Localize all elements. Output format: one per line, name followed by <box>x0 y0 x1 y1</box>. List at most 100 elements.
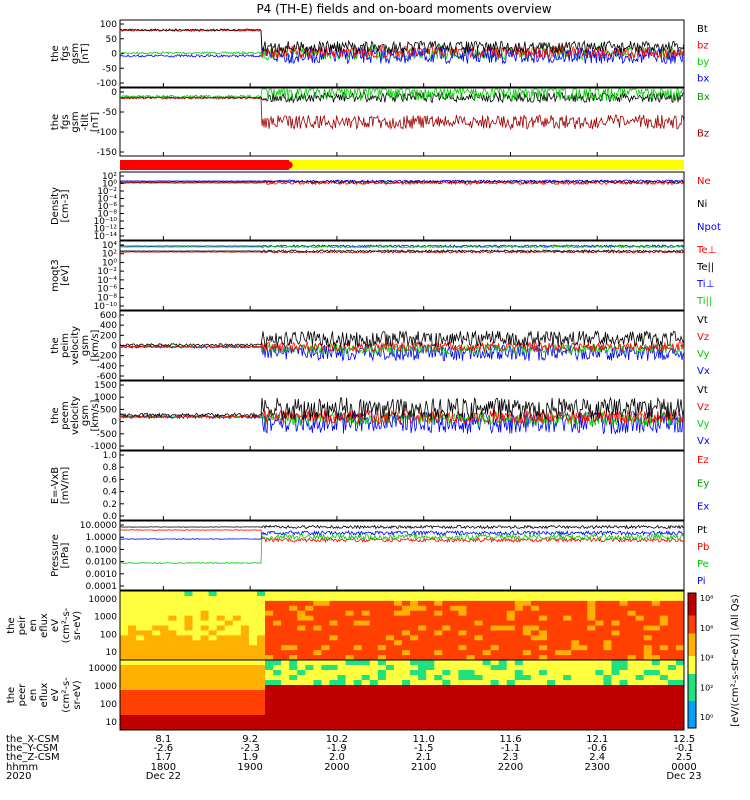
peer_spec-cell <box>321 690 330 696</box>
peir_spec-cell <box>522 595 532 602</box>
peir_spec-cell <box>474 610 484 617</box>
peer_spec-cell <box>522 690 532 696</box>
peir_spec-cell <box>329 625 339 631</box>
peir_spec-cell <box>224 645 234 651</box>
peer_spec-cell <box>643 700 653 706</box>
peer_spec-cell <box>184 685 194 691</box>
peir_spec-cell <box>337 595 347 602</box>
peer_spec-cell <box>402 675 411 681</box>
peer_spec-cell <box>538 690 548 696</box>
peer_spec-cell <box>522 705 532 711</box>
peer_spec-cell <box>224 695 234 701</box>
peir_spec-cell <box>603 610 612 617</box>
peir_spec-cell <box>418 605 427 612</box>
peir_spec-cell <box>240 600 250 607</box>
peir_spec-cell <box>256 595 266 602</box>
peir_spec-cell <box>305 591 314 597</box>
peer_spec-cell <box>587 685 596 691</box>
peer_spec-cell <box>595 710 604 716</box>
peir_spec-cell <box>571 591 580 597</box>
peir_spec-cell <box>160 600 169 607</box>
peir_spec-cell <box>273 610 282 617</box>
peer_spec-frame <box>119 659 685 731</box>
peir_spec-cell <box>474 635 484 641</box>
peer_spec-cell <box>240 665 250 671</box>
peir_spec-cell <box>369 600 379 607</box>
peir_spec-cell <box>353 650 363 656</box>
peir_spec-cell <box>192 630 202 636</box>
efield-ytick: 0.8 <box>103 463 118 473</box>
peir_spec-cell <box>224 630 234 636</box>
peir_spec-cell <box>611 655 621 661</box>
peir_spec-cell <box>248 640 258 646</box>
peer_spec-cell <box>603 700 612 706</box>
peir_spec-cell <box>369 630 379 636</box>
fgs_gsm-ylabel: the <box>50 45 61 61</box>
peir_spec-cell <box>144 625 153 631</box>
peir_spec-cell <box>184 640 194 646</box>
peer_spec-cell <box>256 680 266 686</box>
peir_spec-cell <box>619 645 629 651</box>
peir_spec-cell <box>547 600 556 607</box>
peir_spec-cell <box>402 645 411 651</box>
peir_spec-cell <box>579 595 588 602</box>
peer_spec-cell <box>160 660 169 666</box>
peir_spec-cell <box>530 635 540 641</box>
peir_spec-cell <box>353 620 363 626</box>
peir_spec-cell <box>313 645 322 651</box>
peer_spec-cell <box>563 715 572 721</box>
peer_spec-cell <box>587 695 596 701</box>
peir_spec-cell <box>240 605 250 612</box>
peer_spec-cell <box>482 680 492 686</box>
colorbar-cell <box>688 647 696 652</box>
peir_spec-cell <box>538 640 548 646</box>
peir_spec-cell <box>216 625 226 631</box>
peim-vz-line <box>119 340 685 354</box>
peir_spec-cell <box>611 595 621 602</box>
peer_spec-cell <box>659 675 669 681</box>
fgs_gsm-legend-bz: bz <box>697 40 709 51</box>
peer_spec-cell <box>619 715 629 721</box>
peer_spec-cell <box>482 705 492 711</box>
peer_spec-cell <box>216 685 226 691</box>
peer_spec-cell <box>651 715 661 721</box>
peer_spec-cell <box>136 710 145 716</box>
peir_spec-cell <box>385 615 395 622</box>
peer_spec-cell <box>200 660 210 666</box>
peir_spec-cell <box>184 650 194 656</box>
peer_spec-cell <box>128 720 137 726</box>
peer_spec-cell <box>377 695 387 701</box>
peer_spec-cell <box>240 670 250 676</box>
peir_spec-cell <box>248 605 258 612</box>
peer_spec-cell <box>273 660 282 666</box>
peer_spec-cell <box>482 695 492 701</box>
fgs_gsm-ytick: -100 <box>97 79 118 89</box>
colorbar-cell <box>688 692 696 697</box>
peer_spec-cell <box>474 695 484 701</box>
peir_spec-cell <box>547 625 556 631</box>
peir_spec-cell <box>659 655 669 661</box>
peer_spec-cell <box>232 695 242 701</box>
peer_spec-cell <box>482 685 492 691</box>
peer_spec-cell <box>345 675 355 681</box>
peir_spec-cell <box>385 640 395 646</box>
peer_spec-cell <box>547 680 556 686</box>
peir_spec-cell <box>474 640 484 646</box>
peir_spec-cell <box>530 630 540 636</box>
peer_spec-cell <box>289 670 298 676</box>
peer_spec-cell <box>579 675 588 681</box>
peer_spec-cell <box>353 665 363 671</box>
peir_spec-cell <box>547 591 556 597</box>
peer_spec-cell <box>224 665 234 671</box>
peir_spec-cell <box>289 615 298 622</box>
peir_spec-cell <box>160 625 169 631</box>
peer_spec-cell <box>402 710 411 716</box>
peir_spec-cell <box>579 625 588 631</box>
peir_spec-cell <box>369 610 379 617</box>
peir_spec-cell <box>410 650 419 656</box>
peir_spec-cell <box>393 635 403 641</box>
peir_spec-cell <box>450 605 459 612</box>
peir_spec-cell <box>281 635 290 641</box>
peer_spec-cell <box>611 710 621 716</box>
peir_spec-cell <box>643 605 653 612</box>
